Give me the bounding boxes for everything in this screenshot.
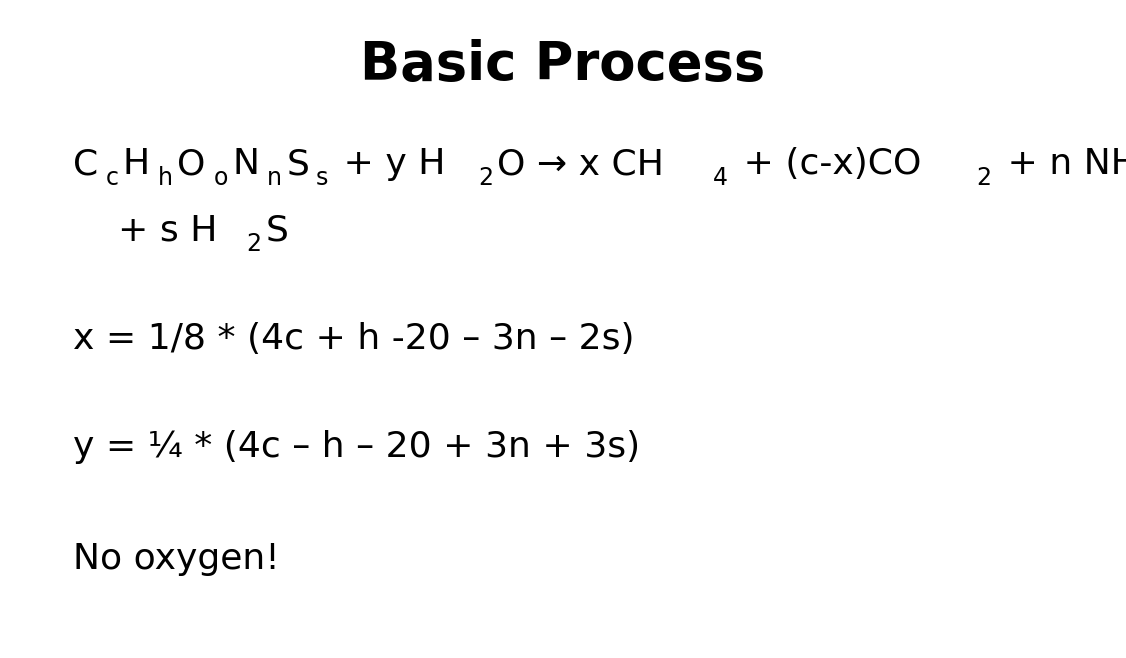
Text: S: S [266,213,288,247]
Text: y = ¼ * (4c – h – 20 + 3n + 3s): y = ¼ * (4c – h – 20 + 3n + 3s) [73,430,641,465]
Text: 2: 2 [479,166,493,190]
Text: O → x CH: O → x CH [498,147,664,182]
Text: x = 1/8 * (4c + h -20 – 3n – 2s): x = 1/8 * (4c + h -20 – 3n – 2s) [73,322,635,356]
Text: c: c [106,166,118,190]
Text: H: H [123,147,150,182]
Text: 2: 2 [976,166,991,190]
Text: N: N [232,147,259,182]
Text: No oxygen!: No oxygen! [73,542,280,576]
Text: O: O [177,147,205,182]
Text: C: C [73,147,98,182]
Text: + n NH: + n NH [995,147,1126,182]
Text: s: s [315,166,328,190]
Text: Basic Process: Basic Process [360,39,766,91]
Text: n: n [267,166,282,190]
Text: o: o [214,166,227,190]
Text: h: h [158,166,172,190]
Text: + s H: + s H [118,213,217,247]
Text: + (c-x)CO: + (c-x)CO [732,147,921,182]
Text: 4: 4 [713,166,727,190]
Text: 2: 2 [247,232,261,256]
Text: S: S [286,147,310,182]
Text: + y H: + y H [332,147,445,182]
